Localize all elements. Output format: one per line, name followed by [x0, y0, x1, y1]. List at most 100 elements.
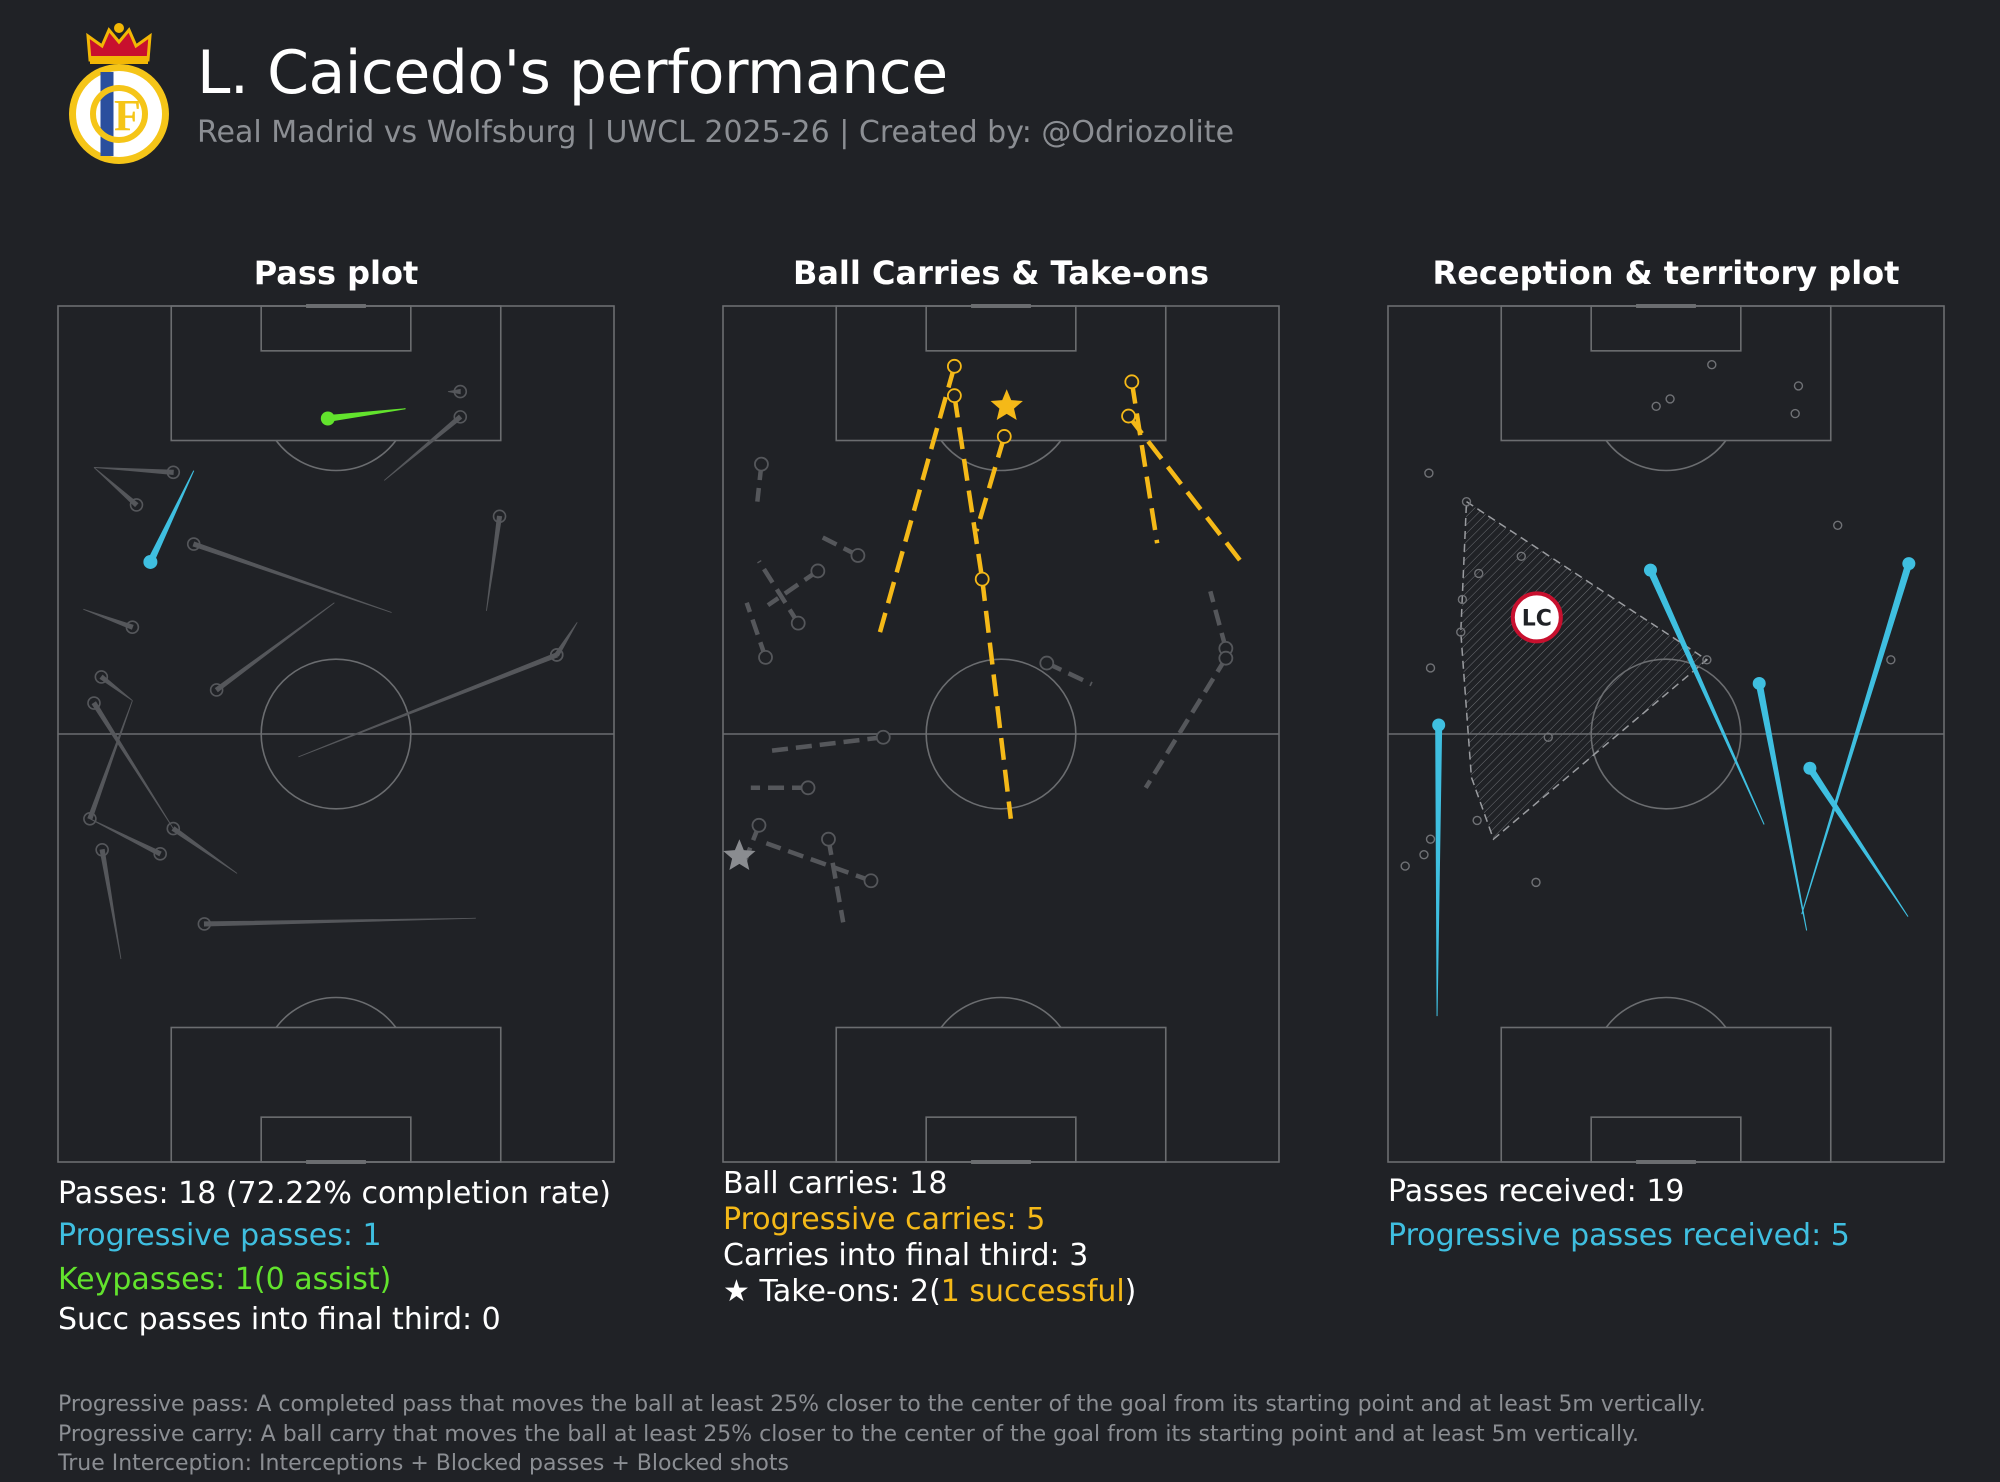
reception-point: [1419, 849, 1429, 860]
pass-end-marker: [186, 537, 201, 551]
progressive-received-marker: [1752, 676, 1766, 690]
reception-point: [1474, 568, 1484, 579]
carry-line: [1208, 590, 1229, 649]
progressive-passes-stat: Progressive passes: 1: [58, 1218, 382, 1253]
pass-line: [554, 622, 578, 657]
pass-end-marker: [94, 670, 109, 684]
reception-point: [1531, 877, 1541, 888]
pass-end-marker: [129, 498, 144, 512]
reception-point: [1790, 408, 1800, 419]
pass-end-marker: [125, 620, 140, 635]
pass-end-marker: [209, 683, 224, 697]
reception-point: [1425, 663, 1436, 673]
goal-box-top: [1590, 305, 1742, 352]
reception-point: [1400, 861, 1410, 871]
carry-start-marker: [758, 649, 773, 665]
pass-end-marker: [549, 648, 564, 662]
carry-start-marker: [821, 831, 836, 847]
pass-line: [87, 700, 133, 821]
pass-line: [171, 826, 238, 874]
progressive-received-marker: [1432, 718, 1446, 732]
reception-point: [1516, 551, 1526, 561]
pass-line: [99, 848, 122, 960]
final-third-passes-stat: Succ passes into final third: 0: [58, 1302, 501, 1337]
carry-line: [766, 569, 820, 608]
progressive-carry-line: [952, 395, 985, 580]
reception-plot-title: Reception & territory plot: [1432, 254, 1900, 292]
carry-line: [744, 602, 768, 659]
page-subtitle: Real Madrid vs Wolfsburg | UWCL 2025-26 …: [197, 115, 1235, 150]
takeons-label: Take-ons: 2(: [759, 1274, 941, 1309]
carry-start-marker: [863, 873, 879, 889]
penalty-arc-top: [1605, 440, 1727, 472]
progressive-pass-line: [147, 470, 195, 564]
carry-line: [765, 841, 872, 883]
reception-point: [1886, 655, 1896, 665]
penalty-box-bottom: [1500, 1026, 1832, 1163]
progressive-carries-stat: Progressive carries: 5: [723, 1202, 1046, 1237]
carry-start-marker: [810, 563, 826, 579]
penalty-arc-top: [940, 440, 1062, 472]
progressive-received-line: [1647, 568, 1765, 825]
passes-stat: Passes: 18 (72.22% completion rate): [58, 1176, 612, 1211]
reception-point: [1793, 381, 1804, 391]
penalty-arc-top: [275, 440, 397, 472]
average-position-marker: [1510, 591, 1563, 644]
footnote-true-interception: True Interception: Interceptions + Block…: [58, 1451, 789, 1476]
reception-point: [1833, 520, 1843, 530]
penalty-box-bottom: [170, 1026, 502, 1163]
reception-point: [1702, 655, 1712, 665]
carry-line: [767, 735, 884, 754]
progressive-received-marker: [1902, 557, 1916, 571]
progressive-received-line: [1801, 562, 1913, 915]
progressive-pass-end-marker: [143, 554, 158, 569]
carry-line: [757, 559, 801, 625]
carry-start-marker: [1124, 374, 1140, 390]
carries-final-third-stat: Carries into final third: 3: [723, 1238, 1089, 1273]
goal-box-bottom: [260, 1116, 412, 1163]
goal-box-bottom: [925, 1116, 1077, 1163]
progressive-carry-line: [1129, 381, 1160, 544]
carry-start-marker: [996, 429, 1012, 444]
pass-plot-pitch: [57, 304, 615, 1164]
pass-end-marker: [492, 509, 507, 524]
pass-plot-title: Pass plot: [253, 254, 419, 292]
progressive-carry-line: [979, 578, 1014, 820]
pass-line: [486, 515, 503, 611]
carry-start-marker: [800, 780, 816, 796]
progressive-carry-line: [974, 435, 1007, 532]
goal-box-bottom: [1590, 1116, 1742, 1163]
carry-start-marker: [850, 548, 866, 563]
reception-point: [1461, 496, 1472, 507]
carries-plot-pitch: [722, 304, 1280, 1164]
pass-line: [83, 608, 134, 630]
reception-point: [1424, 468, 1434, 478]
pitch-markings: [722, 304, 1280, 1164]
penalty-arc-bottom: [275, 996, 397, 1028]
pass-end-marker: [95, 842, 109, 857]
takeons-close: ): [1124, 1274, 1137, 1309]
reception-point: [1457, 594, 1468, 605]
penalty-box-top: [1500, 305, 1832, 442]
pitch-markings: [57, 304, 615, 1164]
takeon-fail-star-icon: [723, 839, 756, 870]
pass-end-marker: [166, 821, 181, 836]
penalty-arc-bottom: [1605, 996, 1727, 1028]
carry-start-marker: [946, 358, 962, 374]
pass-line: [214, 602, 335, 693]
reception-point: [1472, 815, 1482, 826]
carry-start-marker: [1218, 650, 1234, 666]
pass-end-marker: [166, 465, 181, 480]
reception-point: [1456, 627, 1466, 637]
pass-end-marker: [87, 696, 101, 710]
progressive-received-line: [1806, 765, 1909, 917]
pass-end-marker: [153, 847, 168, 861]
reception-point: [1707, 359, 1717, 370]
carry-start-marker: [1121, 408, 1136, 424]
carry-start-marker: [754, 456, 769, 472]
penalty-arc-bottom: [940, 996, 1062, 1028]
goal-box-top: [260, 305, 412, 352]
pass-line: [99, 674, 133, 701]
carry-start-marker: [751, 817, 767, 833]
reception-point: [1665, 394, 1675, 404]
